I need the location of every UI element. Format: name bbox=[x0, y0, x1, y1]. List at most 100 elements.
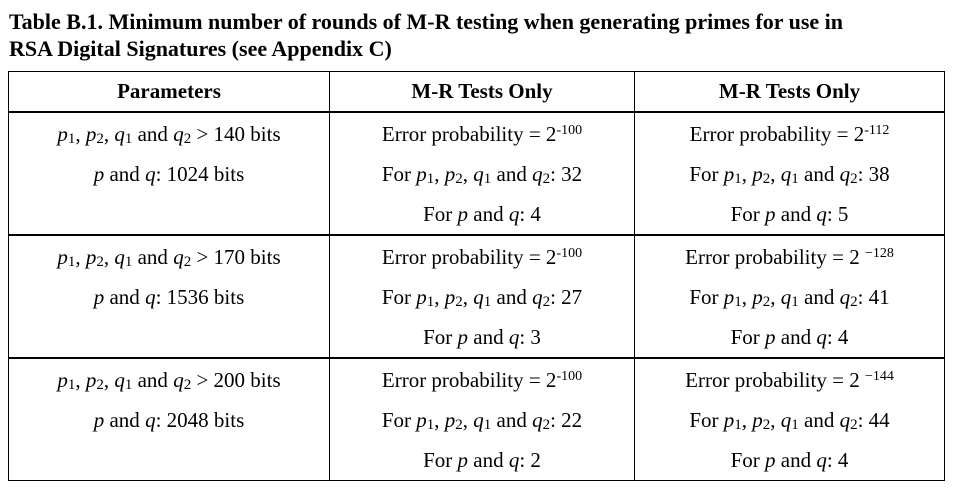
var-q: q bbox=[839, 408, 851, 432]
pq-bits-value: : 1024 bits bbox=[155, 162, 245, 186]
and-word: and bbox=[775, 202, 817, 226]
subscript: 2 bbox=[762, 171, 771, 187]
aux-prime-size: p1, p2, q1 and q2 > 200 bits bbox=[9, 360, 329, 400]
comma: , bbox=[462, 285, 474, 309]
error-probability-label: Error probability = 2 bbox=[685, 245, 865, 269]
subscript: 1 bbox=[734, 171, 742, 187]
error-probability: Error probability = 2 −144 bbox=[635, 360, 944, 400]
comma: , bbox=[741, 285, 753, 309]
error-probability: Error probability = 2-100 bbox=[330, 114, 634, 154]
var-p: p bbox=[416, 162, 427, 186]
subscript: 1 bbox=[791, 417, 799, 433]
header-parameters: Parameters bbox=[8, 71, 330, 113]
comma: , bbox=[434, 162, 445, 186]
error-probability-exponent: -112 bbox=[864, 123, 890, 138]
comma: , bbox=[75, 245, 86, 269]
error-probability-exponent: −128 bbox=[864, 246, 894, 261]
for-word: For bbox=[381, 285, 417, 309]
comma: , bbox=[741, 408, 753, 432]
subscript: 2 bbox=[183, 377, 192, 393]
and-word: and bbox=[132, 122, 174, 146]
table-row: p1, p2, q1 and q2 > 170 bits p and q: 153… bbox=[8, 234, 945, 359]
error-probability-exponent: -100 bbox=[556, 369, 583, 384]
for-word: For bbox=[381, 408, 417, 432]
aux-prime-rounds: For p1, p2, q1 and q2: 27 bbox=[330, 277, 634, 317]
aux-bits-value: > 170 bits bbox=[196, 245, 281, 269]
comma: , bbox=[103, 368, 115, 392]
aux-rounds-value: : 27 bbox=[550, 285, 583, 309]
subscript: 2 bbox=[850, 294, 858, 310]
for-word: For bbox=[689, 285, 724, 309]
for-word: For bbox=[381, 162, 417, 186]
parameters-cell: p1, p2, q1 and q2 > 200 bits p and q: 204… bbox=[8, 357, 330, 481]
caption-line-1: Table B.1. Minimum number of rounds of M… bbox=[9, 9, 844, 34]
subscript: 2 bbox=[850, 171, 858, 187]
subscript: 2 bbox=[183, 254, 192, 270]
and-word: and bbox=[491, 408, 533, 432]
var-q: q bbox=[532, 285, 543, 309]
comma: , bbox=[770, 285, 781, 309]
caption-line-2: RSA Digital Signatures (see Appendix C) bbox=[9, 36, 392, 61]
table-row: p1, p2, q1 and q2 > 200 bits p and q: 204… bbox=[8, 357, 945, 481]
pq-rounds: For p and q: 5 bbox=[635, 194, 944, 234]
var-p: p bbox=[457, 202, 469, 226]
and-word: and bbox=[775, 448, 817, 472]
var-q: q bbox=[114, 122, 125, 146]
var-p: p bbox=[444, 162, 456, 186]
subscript: 1 bbox=[67, 131, 76, 147]
pq-rounds: For p and q: 2 bbox=[330, 440, 634, 480]
var-p: p bbox=[93, 285, 105, 309]
subscript: 1 bbox=[791, 294, 799, 310]
subscript: 1 bbox=[124, 131, 133, 147]
var-p: p bbox=[57, 245, 68, 269]
subscript: 1 bbox=[67, 254, 76, 270]
error-probability-exponent: -100 bbox=[556, 246, 583, 261]
var-p: p bbox=[457, 448, 469, 472]
pq-rounds-value: : 5 bbox=[826, 202, 849, 226]
pq-rounds: For p and q: 4 bbox=[330, 194, 634, 234]
comma: , bbox=[103, 245, 115, 269]
comma: , bbox=[434, 408, 445, 432]
mr-tests-cell-2: Error probability = 2-112 For p1, p2, q1 … bbox=[634, 111, 945, 236]
var-q: q bbox=[780, 408, 792, 432]
var-p: p bbox=[444, 408, 456, 432]
aux-rounds-value: : 22 bbox=[550, 408, 583, 432]
parameters-cell: p1, p2, q1 and q2 > 170 bits p and q: 153… bbox=[8, 234, 330, 359]
var-p: p bbox=[85, 368, 97, 392]
pq-rounds: For p and q: 4 bbox=[635, 440, 944, 480]
var-q: q bbox=[816, 448, 827, 472]
subscript: 2 bbox=[762, 294, 771, 310]
and-word: and bbox=[491, 162, 533, 186]
var-p: p bbox=[765, 325, 776, 349]
comma: , bbox=[770, 408, 781, 432]
var-p: p bbox=[57, 368, 68, 392]
var-p: p bbox=[752, 162, 763, 186]
and-word: and bbox=[104, 285, 146, 309]
aux-prime-size: p1, p2, q1 and q2 > 170 bits bbox=[9, 237, 329, 277]
header-mr-tests-only-2: M-R Tests Only bbox=[634, 71, 945, 113]
mr-tests-cell-1: Error probability = 2-100 For p1, p2, q1 … bbox=[329, 111, 635, 236]
pq-rounds-value: : 4 bbox=[826, 448, 849, 472]
error-probability: Error probability = 2-100 bbox=[330, 237, 634, 277]
var-p: p bbox=[723, 285, 735, 309]
subscript: 2 bbox=[96, 377, 104, 393]
parameters-cell: p1, p2, q1 and q2 > 140 bits p and q: 102… bbox=[8, 111, 330, 236]
and-word: and bbox=[798, 408, 840, 432]
var-q: q bbox=[473, 162, 484, 186]
var-q: q bbox=[839, 285, 851, 309]
and-word: and bbox=[132, 245, 174, 269]
subscript: 2 bbox=[455, 294, 463, 310]
mr-rounds-table: Parameters M-R Tests Only M-R Tests Only… bbox=[8, 71, 945, 481]
for-word: For bbox=[423, 202, 458, 226]
error-probability-label: Error probability = 2 bbox=[381, 122, 557, 146]
comma: , bbox=[103, 122, 115, 146]
var-p: p bbox=[444, 285, 456, 309]
var-q: q bbox=[532, 408, 543, 432]
and-word: and bbox=[132, 368, 174, 392]
var-q: q bbox=[508, 448, 520, 472]
var-q: q bbox=[173, 122, 184, 146]
subscript: 1 bbox=[483, 294, 492, 310]
var-q: q bbox=[508, 202, 520, 226]
var-p: p bbox=[57, 122, 68, 146]
subscript: 1 bbox=[426, 171, 435, 187]
